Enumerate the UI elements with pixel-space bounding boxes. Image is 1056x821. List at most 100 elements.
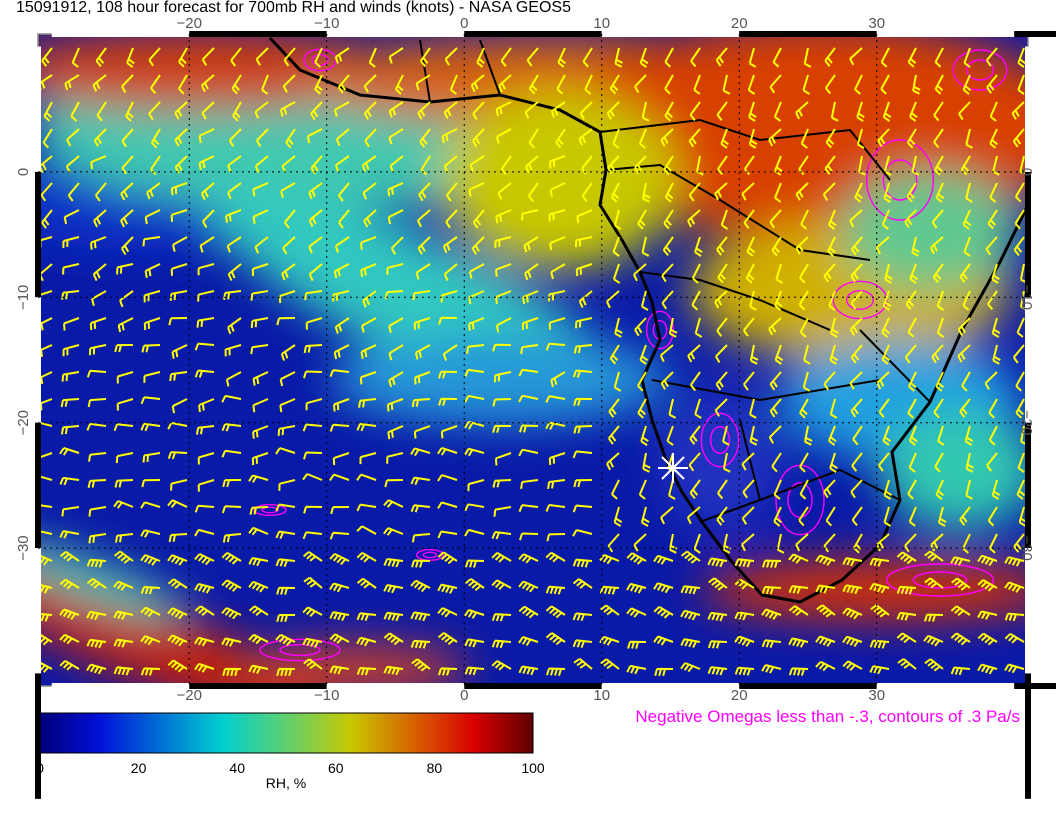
wind-barb [991,317,1001,338]
wind-barb [283,47,296,67]
wind-barb [279,371,296,387]
wind-barb [747,74,756,95]
colorbar-tick-label: 60 [328,760,344,776]
wind-barb [977,632,998,646]
wind-barb [410,447,431,457]
wind-barb [302,531,323,540]
wind-barb [690,47,701,68]
wind-barb [125,101,134,122]
wind-barb [62,236,80,249]
wind-barb [115,452,134,464]
wind-barb [742,317,755,337]
wind-barb [276,667,296,677]
wind-barb [472,128,485,148]
wind-barb [275,447,296,455]
wind-barb [438,397,458,406]
wind-barb [92,74,107,92]
lon-tick-label: 20 [731,687,748,704]
wind-barb [302,606,323,617]
wind-barb [720,128,729,149]
wind-barb [231,74,242,95]
wind-barb [933,128,944,149]
wind-barb [688,182,701,202]
wind-barb [680,585,701,595]
lon-bar [189,683,327,689]
wind-barb [962,209,972,230]
wind-barb [333,398,350,412]
wind-barb [519,532,539,541]
wind-barb [717,263,728,284]
wind-barb [573,425,593,434]
wind-barb [194,583,215,594]
wind-barb [1015,371,1025,392]
wind-barb [607,533,620,553]
wind-barb [303,451,323,460]
wind-barb [198,128,215,143]
wind-barb [640,425,649,446]
wind-barb [468,263,485,279]
country-borders [419,39,931,523]
wind-barb [410,579,431,593]
wind-barb [386,263,404,275]
wind-barb [250,290,269,301]
axis-labels: −20 −20 −10 −10 0 0 10 10 20 20 30 30 0 0 −10 −10 −20 −20… [15,15,1035,704]
wind-barb [576,209,593,224]
wind-barb [907,317,917,338]
wind-barb [878,398,890,418]
wind-barb [989,101,998,122]
wind-barb [908,506,917,527]
wind-barb [492,424,512,433]
wind-barb [388,317,404,334]
lon-tick-label: 30 [868,687,885,704]
wind-barb [495,101,512,117]
wind-barb [714,398,728,417]
wind-barb [639,344,649,365]
wind-barb [662,236,674,257]
wind-barb [310,155,323,175]
wind-barb [148,47,161,67]
colorbar [39,712,534,754]
wind-barb [116,398,134,411]
wind-barb [722,74,731,95]
wind-barb [194,369,215,378]
lat-bar [35,297,41,423]
wind-barb [383,527,404,536]
wind-barb [230,47,242,67]
wind-barb [356,503,377,512]
wind-barb [169,371,188,382]
wind-barb [691,263,701,284]
lon-bar [601,683,740,689]
wind-barb [140,635,161,646]
wind-barb [830,101,839,122]
wind-barb [252,425,269,439]
wind-barb [1017,74,1025,95]
wind-barb [363,101,377,120]
wind-barb [663,209,674,230]
wind-barb [140,586,161,595]
wind-barb [495,209,512,224]
wind-barb [221,505,242,514]
wind-barb [221,551,242,565]
figure-title: 15091912, 108 hour forecast for 700mb RH… [16,0,571,16]
wind-barb [749,344,759,365]
wind-barb [609,74,620,95]
wind-barb [224,344,242,357]
wind-barb [626,552,647,565]
wind-barb [734,578,755,590]
wind-barb [167,421,188,430]
wind-barb [904,533,917,553]
wind-barb [881,209,890,230]
wind-barb [931,209,944,229]
wind-barb [707,557,728,568]
wind-barb [830,317,839,338]
wind-barb [113,610,134,620]
wind-barb [469,155,485,172]
wind-barb [248,526,269,536]
wind-barb [896,551,917,565]
wind-barb [734,666,755,676]
wind-barb [441,128,458,144]
lon-tick-label: −20 [177,15,202,32]
wind-barb [281,263,296,281]
wind-barb [142,236,161,247]
wind-barb [222,667,242,677]
